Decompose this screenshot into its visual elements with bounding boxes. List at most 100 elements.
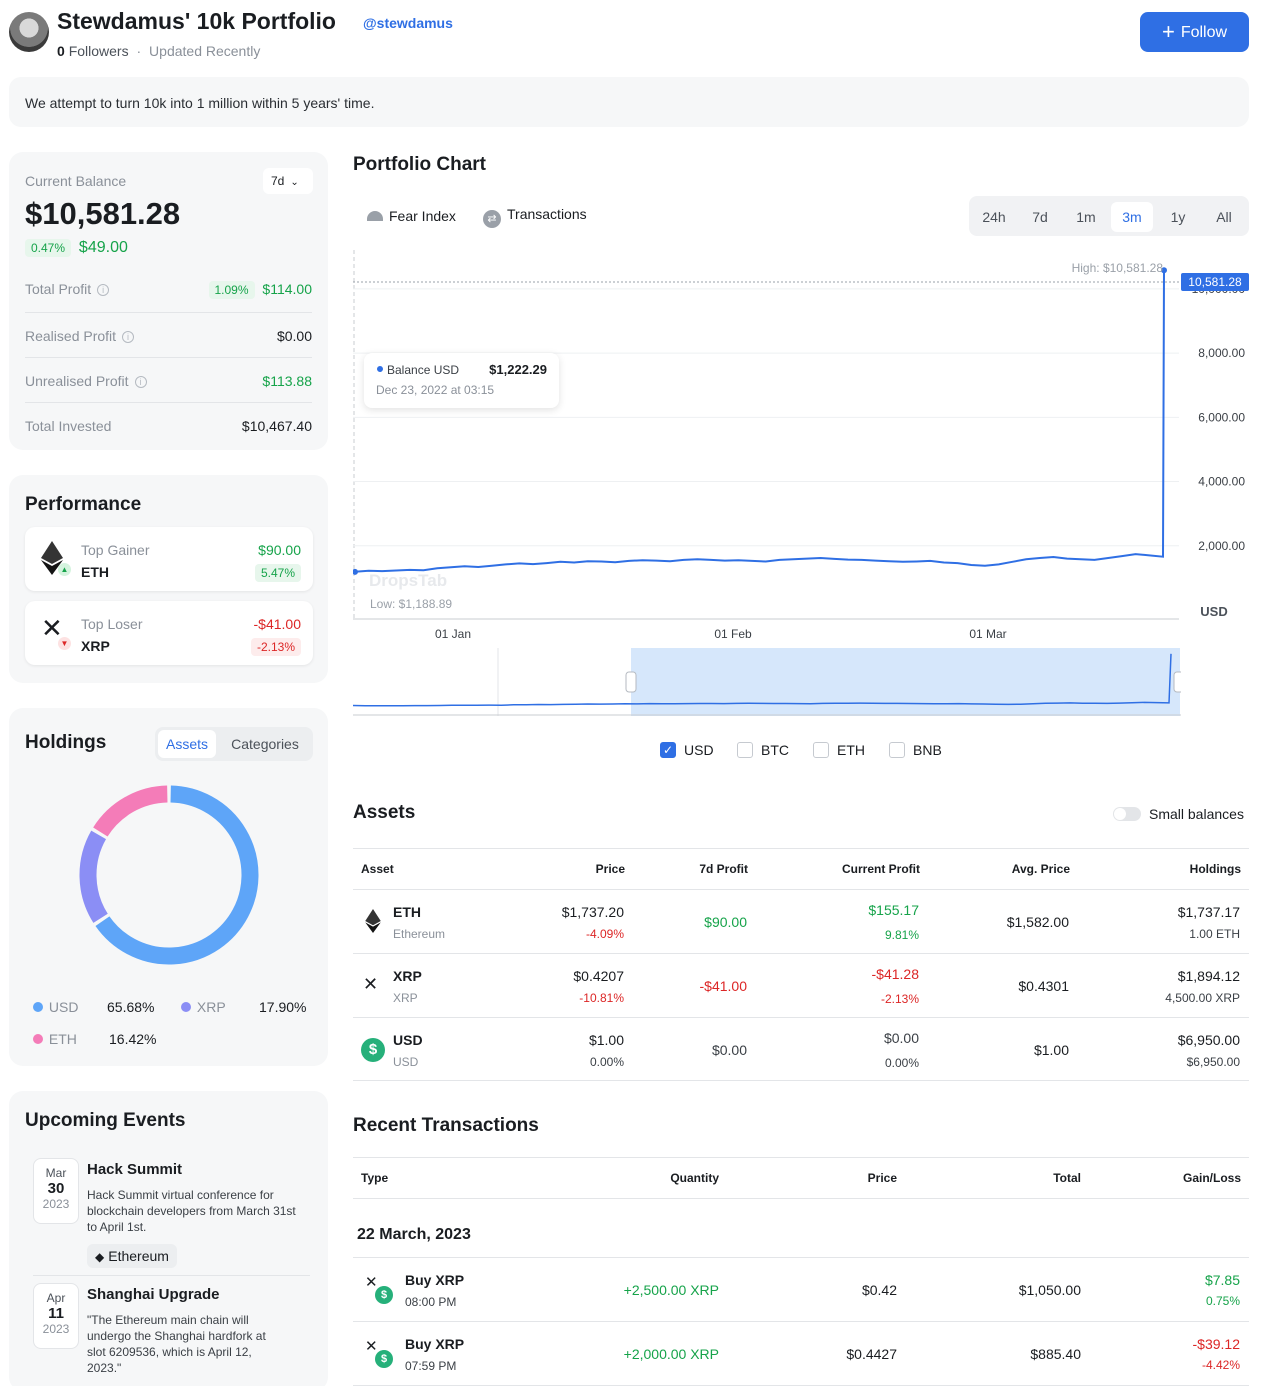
- ethereum-icon: [41, 541, 63, 575]
- usd-checkbox[interactable]: ✓: [660, 742, 676, 758]
- bnb-checkbox[interactable]: [889, 742, 905, 758]
- event-tag[interactable]: ◆ Ethereum: [87, 1244, 177, 1268]
- tooltip-series: Balance USD: [387, 363, 460, 377]
- btc-label[interactable]: BTC: [761, 742, 789, 758]
- asset-current-profit: -$41.28: [871, 966, 919, 982]
- balance-value: $10,581.28: [25, 196, 181, 231]
- asset-avg-price: $0.4301: [1018, 978, 1069, 994]
- tab-3m[interactable]: 3m: [1111, 202, 1153, 232]
- asset-name: Ethereum: [393, 927, 446, 941]
- plus-icon: +: [1161, 19, 1175, 44]
- top-gainer-card[interactable]: ▲ Top Gainer ETH $90.00 5.47%: [25, 527, 313, 591]
- asset-price: $0.4207: [573, 968, 624, 984]
- top-loser-card[interactable]: ✕ ▼ Top Loser XRP -$41.00 -2.13%: [25, 601, 313, 665]
- range-handle-left[interactable]: [625, 671, 637, 693]
- info-icon[interactable]: i: [134, 376, 147, 389]
- performance-title: Performance: [25, 494, 142, 515]
- info-icon[interactable]: i: [97, 284, 110, 297]
- table-row[interactable]: ETH Ethereum $1,737.20 -4.09% $90.00 $15…: [353, 890, 1249, 953]
- tab-24h[interactable]: 24h: [982, 209, 1006, 225]
- col-current-profit[interactable]: Current Profit: [842, 862, 920, 876]
- event-date: Mar 30 2023: [33, 1158, 79, 1224]
- event-description: "The Ethereum main chain will undergo th…: [87, 1313, 266, 1375]
- tab-1m[interactable]: 1m: [1076, 209, 1096, 225]
- eth-label[interactable]: ETH: [837, 742, 865, 758]
- low-point-marker: [353, 568, 358, 575]
- xrp-icon: ✕: [365, 1338, 378, 1355]
- total-profit-value: 1.09% $114.00: [208, 281, 312, 299]
- asset-holdings-value: $1,737.17: [1177, 904, 1240, 920]
- transactions-toggle[interactable]: ⇄ Transactions: [483, 206, 587, 228]
- fear-index-button[interactable]: Fear Index: [367, 208, 456, 224]
- table-row[interactable]: $ USD USD $1.00 0.00% $0.00 $0.00 0.00% …: [353, 1018, 1249, 1081]
- tab-all[interactable]: All: [1216, 209, 1232, 225]
- portfolio-title: Stewdamus' 10k Portfolio: [57, 8, 336, 34]
- col-price[interactable]: Price: [595, 862, 625, 876]
- portfolio-line-chart[interactable]: DropsTab High: $10,581.28 Low: $1,188.89…: [353, 250, 1249, 650]
- btc-checkbox[interactable]: [737, 742, 753, 758]
- range-handle-right[interactable]: [1173, 671, 1181, 693]
- transaction-row[interactable]: ✕ $ Buy XRP 07:59 PM +2,000.00 XRP $0.44…: [353, 1322, 1249, 1385]
- period-select[interactable]: 7d ⌄: [263, 168, 313, 194]
- event-title[interactable]: Shanghai Upgrade: [87, 1286, 220, 1303]
- unrealised-profit-value: $113.88: [262, 373, 312, 389]
- unrealised-profit-label: Unrealised Profit i: [25, 373, 147, 389]
- ethereum-icon: [365, 909, 381, 933]
- col-7d-profit[interactable]: 7d Profit: [699, 862, 748, 876]
- col-asset: Asset: [361, 862, 394, 876]
- current-value-tag: [1181, 273, 1249, 291]
- small-balances-toggle[interactable]: [1113, 807, 1141, 821]
- donut-slice-usd[interactable]: [95, 785, 259, 965]
- tooltip-value: $1,222.29: [489, 362, 547, 377]
- description-box: We attempt to turn 10k into 1 million wi…: [9, 77, 1249, 127]
- tab-7d[interactable]: 7d: [1032, 209, 1048, 225]
- follow-button[interactable]: + Follow: [1140, 12, 1249, 52]
- updated-status: Updated Recently: [149, 43, 261, 59]
- tab-assets[interactable]: Assets: [158, 730, 216, 758]
- asset-price-change: -10.81%: [579, 991, 624, 1005]
- avatar[interactable]: [9, 12, 49, 52]
- realised-profit-value: $0.00: [276, 328, 312, 344]
- event-title[interactable]: Hack Summit: [87, 1161, 183, 1178]
- eth-checkbox[interactable]: [813, 742, 829, 758]
- low-label: Low: $1,188.89: [370, 597, 452, 611]
- holdings-title: Holdings: [25, 732, 107, 753]
- selected-range[interactable]: [631, 648, 1180, 716]
- total-profit-label: Total Profit i: [25, 281, 110, 297]
- y-tick-label: 6,000.00: [1198, 410, 1245, 424]
- y-tick-label: 2,000.00: [1198, 539, 1245, 553]
- transfer-icon: ⇄: [483, 210, 501, 228]
- asset-symbol: USD: [393, 1032, 423, 1048]
- donut-slice-eth[interactable]: [93, 785, 168, 837]
- balance-card: Current Balance 7d ⌄ $10,581.28 0.47% $49…: [9, 152, 328, 450]
- xrp-icon: ✕: [41, 613, 63, 643]
- tooltip-date: Dec 23, 2022 at 03:15: [376, 383, 495, 397]
- donut-slice-xrp[interactable]: [79, 830, 108, 923]
- tab-categories[interactable]: Categories: [231, 736, 299, 752]
- table-row[interactable]: ✕ XRP XRP $0.4207 -10.81% -$41.00 -$41.2…: [353, 954, 1249, 1017]
- transaction-total: $885.40: [1030, 1346, 1081, 1362]
- watermark: DropsTab: [369, 571, 447, 590]
- transaction-gain-pct: -4.42%: [1201, 1358, 1240, 1372]
- followers-label[interactable]: Followers: [68, 43, 129, 59]
- asset-name: USD: [393, 1055, 419, 1069]
- chart-range-navigator[interactable]: [353, 648, 1181, 716]
- col-avg-price[interactable]: Avg. Price: [1011, 862, 1070, 876]
- description-text: We attempt to turn 10k into 1 million wi…: [25, 95, 375, 111]
- col-holdings[interactable]: Holdings: [1189, 862, 1241, 876]
- chevron-down-icon: ⌄: [290, 177, 299, 188]
- y-axis-unit: USD: [1200, 604, 1227, 619]
- info-icon[interactable]: i: [122, 331, 135, 344]
- usd-label[interactable]: USD: [684, 742, 714, 758]
- top-loser-pct: -2.13%: [250, 638, 301, 656]
- bnb-label[interactable]: BNB: [913, 742, 942, 758]
- asset-holdings-qty: 4,500.00 XRP: [1165, 991, 1240, 1005]
- transaction-quantity: +2,500.00 XRP: [623, 1282, 719, 1298]
- x-tick-label: 01 Jan: [435, 627, 471, 641]
- top-gainer-value: $90.00: [258, 542, 301, 558]
- tab-1y[interactable]: 1y: [1170, 209, 1186, 225]
- transaction-gain: $7.85: [1204, 1272, 1240, 1288]
- transaction-row[interactable]: ✕ $ Buy XRP 08:00 PM +2,500.00 XRP $0.42…: [353, 1258, 1249, 1321]
- user-handle[interactable]: @stewdamus: [363, 15, 453, 31]
- col-quantity: Quantity: [670, 1171, 719, 1185]
